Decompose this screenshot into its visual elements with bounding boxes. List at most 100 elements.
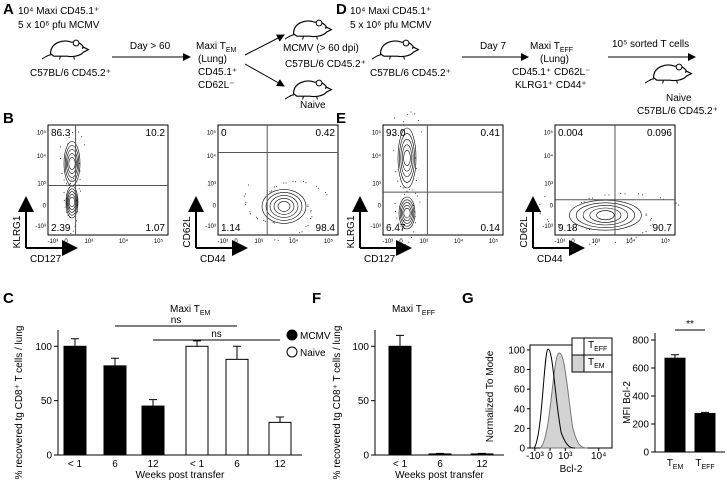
panel-label: F	[312, 290, 321, 307]
contour	[400, 138, 414, 178]
event-dot	[620, 192, 622, 194]
x-tick-label: TEFF	[695, 458, 714, 471]
legend-label-main: T	[588, 357, 594, 368]
event-dot	[650, 219, 652, 221]
mouse-icon	[645, 63, 692, 85]
schematic-text: Naive	[666, 93, 692, 104]
y-tick-label: 0	[378, 203, 382, 209]
event-dot	[243, 195, 245, 197]
contour	[398, 196, 416, 230]
contour	[399, 133, 415, 183]
x-tick-label: 0	[64, 239, 68, 245]
y-tick-label: 0	[550, 203, 554, 209]
y-tick-label: 10³	[37, 181, 46, 187]
quadrant-value: 90.7	[653, 223, 673, 234]
x-tick-label: 10⁴	[591, 451, 606, 462]
histogram-curve	[539, 352, 588, 449]
event-dot	[645, 213, 647, 215]
axis-label: KLRG1	[12, 215, 23, 248]
schematic-text: CD45.1⁺ CD62L⁻	[512, 67, 590, 78]
contour	[575, 202, 635, 228]
schematic-text: 10⁴ Maxi CD45.1⁺	[18, 6, 99, 17]
event-dot	[392, 134, 394, 136]
legend-label-main: T	[588, 340, 594, 351]
event-dot	[588, 197, 590, 199]
x-tick-label: TEM	[667, 458, 684, 471]
schematic-cells: Maxi TEFF	[530, 41, 573, 54]
event-dot	[60, 134, 62, 136]
event-dot	[326, 194, 328, 196]
y-tick-label: 10⁴	[207, 153, 217, 160]
y-tick-label: 20	[514, 424, 526, 435]
error-bar	[233, 345, 241, 360]
y-tick-label: 200	[632, 420, 649, 431]
event-dot	[409, 188, 411, 190]
contour	[273, 198, 295, 215]
event-dot	[417, 119, 419, 121]
event-dot	[539, 213, 541, 215]
event-dot	[71, 179, 73, 181]
contour	[277, 201, 291, 212]
schematic-text: Naive	[300, 100, 326, 111]
y-axis-label: Normalized To Mode	[485, 350, 496, 442]
contour	[66, 149, 78, 178]
x-tick-label: 10³	[419, 239, 428, 245]
schematic-text: MCMV (> 60 dpi)	[283, 43, 359, 54]
event-dot	[305, 182, 307, 184]
x-tick-label: 10³	[591, 239, 600, 245]
event-dot	[408, 241, 410, 243]
mouse-icon	[372, 39, 419, 61]
event-dot	[64, 206, 66, 208]
contour	[265, 192, 303, 221]
x-tick-label: 0	[234, 239, 238, 245]
x-tick-label: 10⁵	[324, 238, 334, 245]
contour	[399, 199, 415, 227]
y-tick-label: 10⁵	[372, 130, 382, 137]
schematic-text: Day > 60	[130, 41, 171, 52]
event-dot	[559, 225, 561, 227]
schematic-text: C57BL/6 CD45.2⁺	[370, 68, 451, 79]
contour	[397, 127, 417, 189]
event-dot	[583, 201, 585, 203]
histogram-curve	[533, 348, 576, 449]
event-dot	[263, 220, 265, 222]
event-dot	[394, 117, 396, 119]
x-tick-label-sub: EFF	[701, 464, 714, 471]
event-dot	[250, 213, 252, 215]
legend-swatch	[571, 354, 585, 373]
event-dot	[61, 172, 63, 174]
event-dot	[414, 113, 416, 115]
event-dot	[70, 233, 72, 235]
quadrant-value: 0.096	[647, 128, 672, 139]
quadrant-value: 0	[221, 128, 227, 139]
contour	[67, 153, 77, 174]
y-tick-label: 10⁴	[37, 153, 47, 160]
y-tick-label: -10³	[35, 224, 46, 230]
bar	[268, 421, 292, 456]
bar	[388, 345, 412, 456]
quadrant-value: 6.47	[386, 223, 406, 234]
y-axis-label: MFI Bcl-2	[622, 381, 633, 424]
x-axis-label: Weeks post transfer	[136, 470, 225, 481]
event-dot	[83, 144, 85, 146]
event-dot	[63, 199, 65, 201]
event-dot	[548, 221, 550, 223]
x-tick-label: -10³	[47, 239, 58, 245]
quadrant-value: 9.18	[558, 223, 578, 234]
event-dot	[75, 220, 77, 222]
schematic-text: (Lung)	[198, 54, 227, 65]
annotation: ns	[211, 329, 222, 340]
event-dot	[78, 131, 80, 133]
event-dot	[310, 211, 312, 213]
event-dot	[310, 209, 312, 211]
event-dot	[249, 211, 251, 213]
x-tick-label: 10⁵	[661, 238, 671, 245]
event-dot	[285, 182, 287, 184]
event-dot	[547, 219, 549, 221]
event-dot	[60, 157, 62, 159]
event-dot	[416, 195, 418, 197]
event-dot	[573, 227, 575, 229]
bar	[225, 358, 249, 456]
